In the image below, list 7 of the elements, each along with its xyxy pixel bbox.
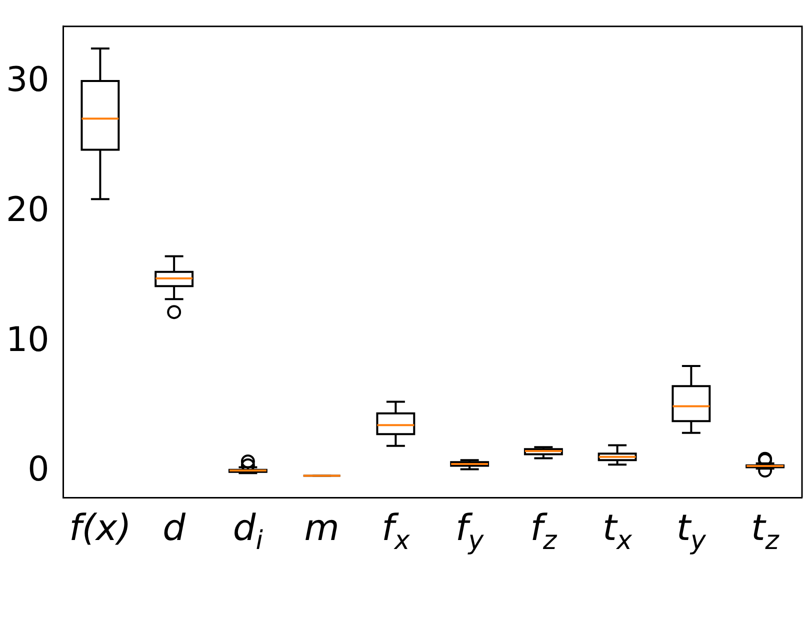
- x-tick-label: m: [304, 508, 340, 549]
- y-tick-label: 30: [6, 60, 50, 100]
- y-tick-label: 10: [6, 320, 50, 360]
- y-tick-label: 20: [6, 190, 50, 230]
- y-tick-label: 0: [28, 450, 50, 490]
- x-tick-label: d: [162, 508, 187, 549]
- x-tick-label: f(x): [69, 508, 132, 549]
